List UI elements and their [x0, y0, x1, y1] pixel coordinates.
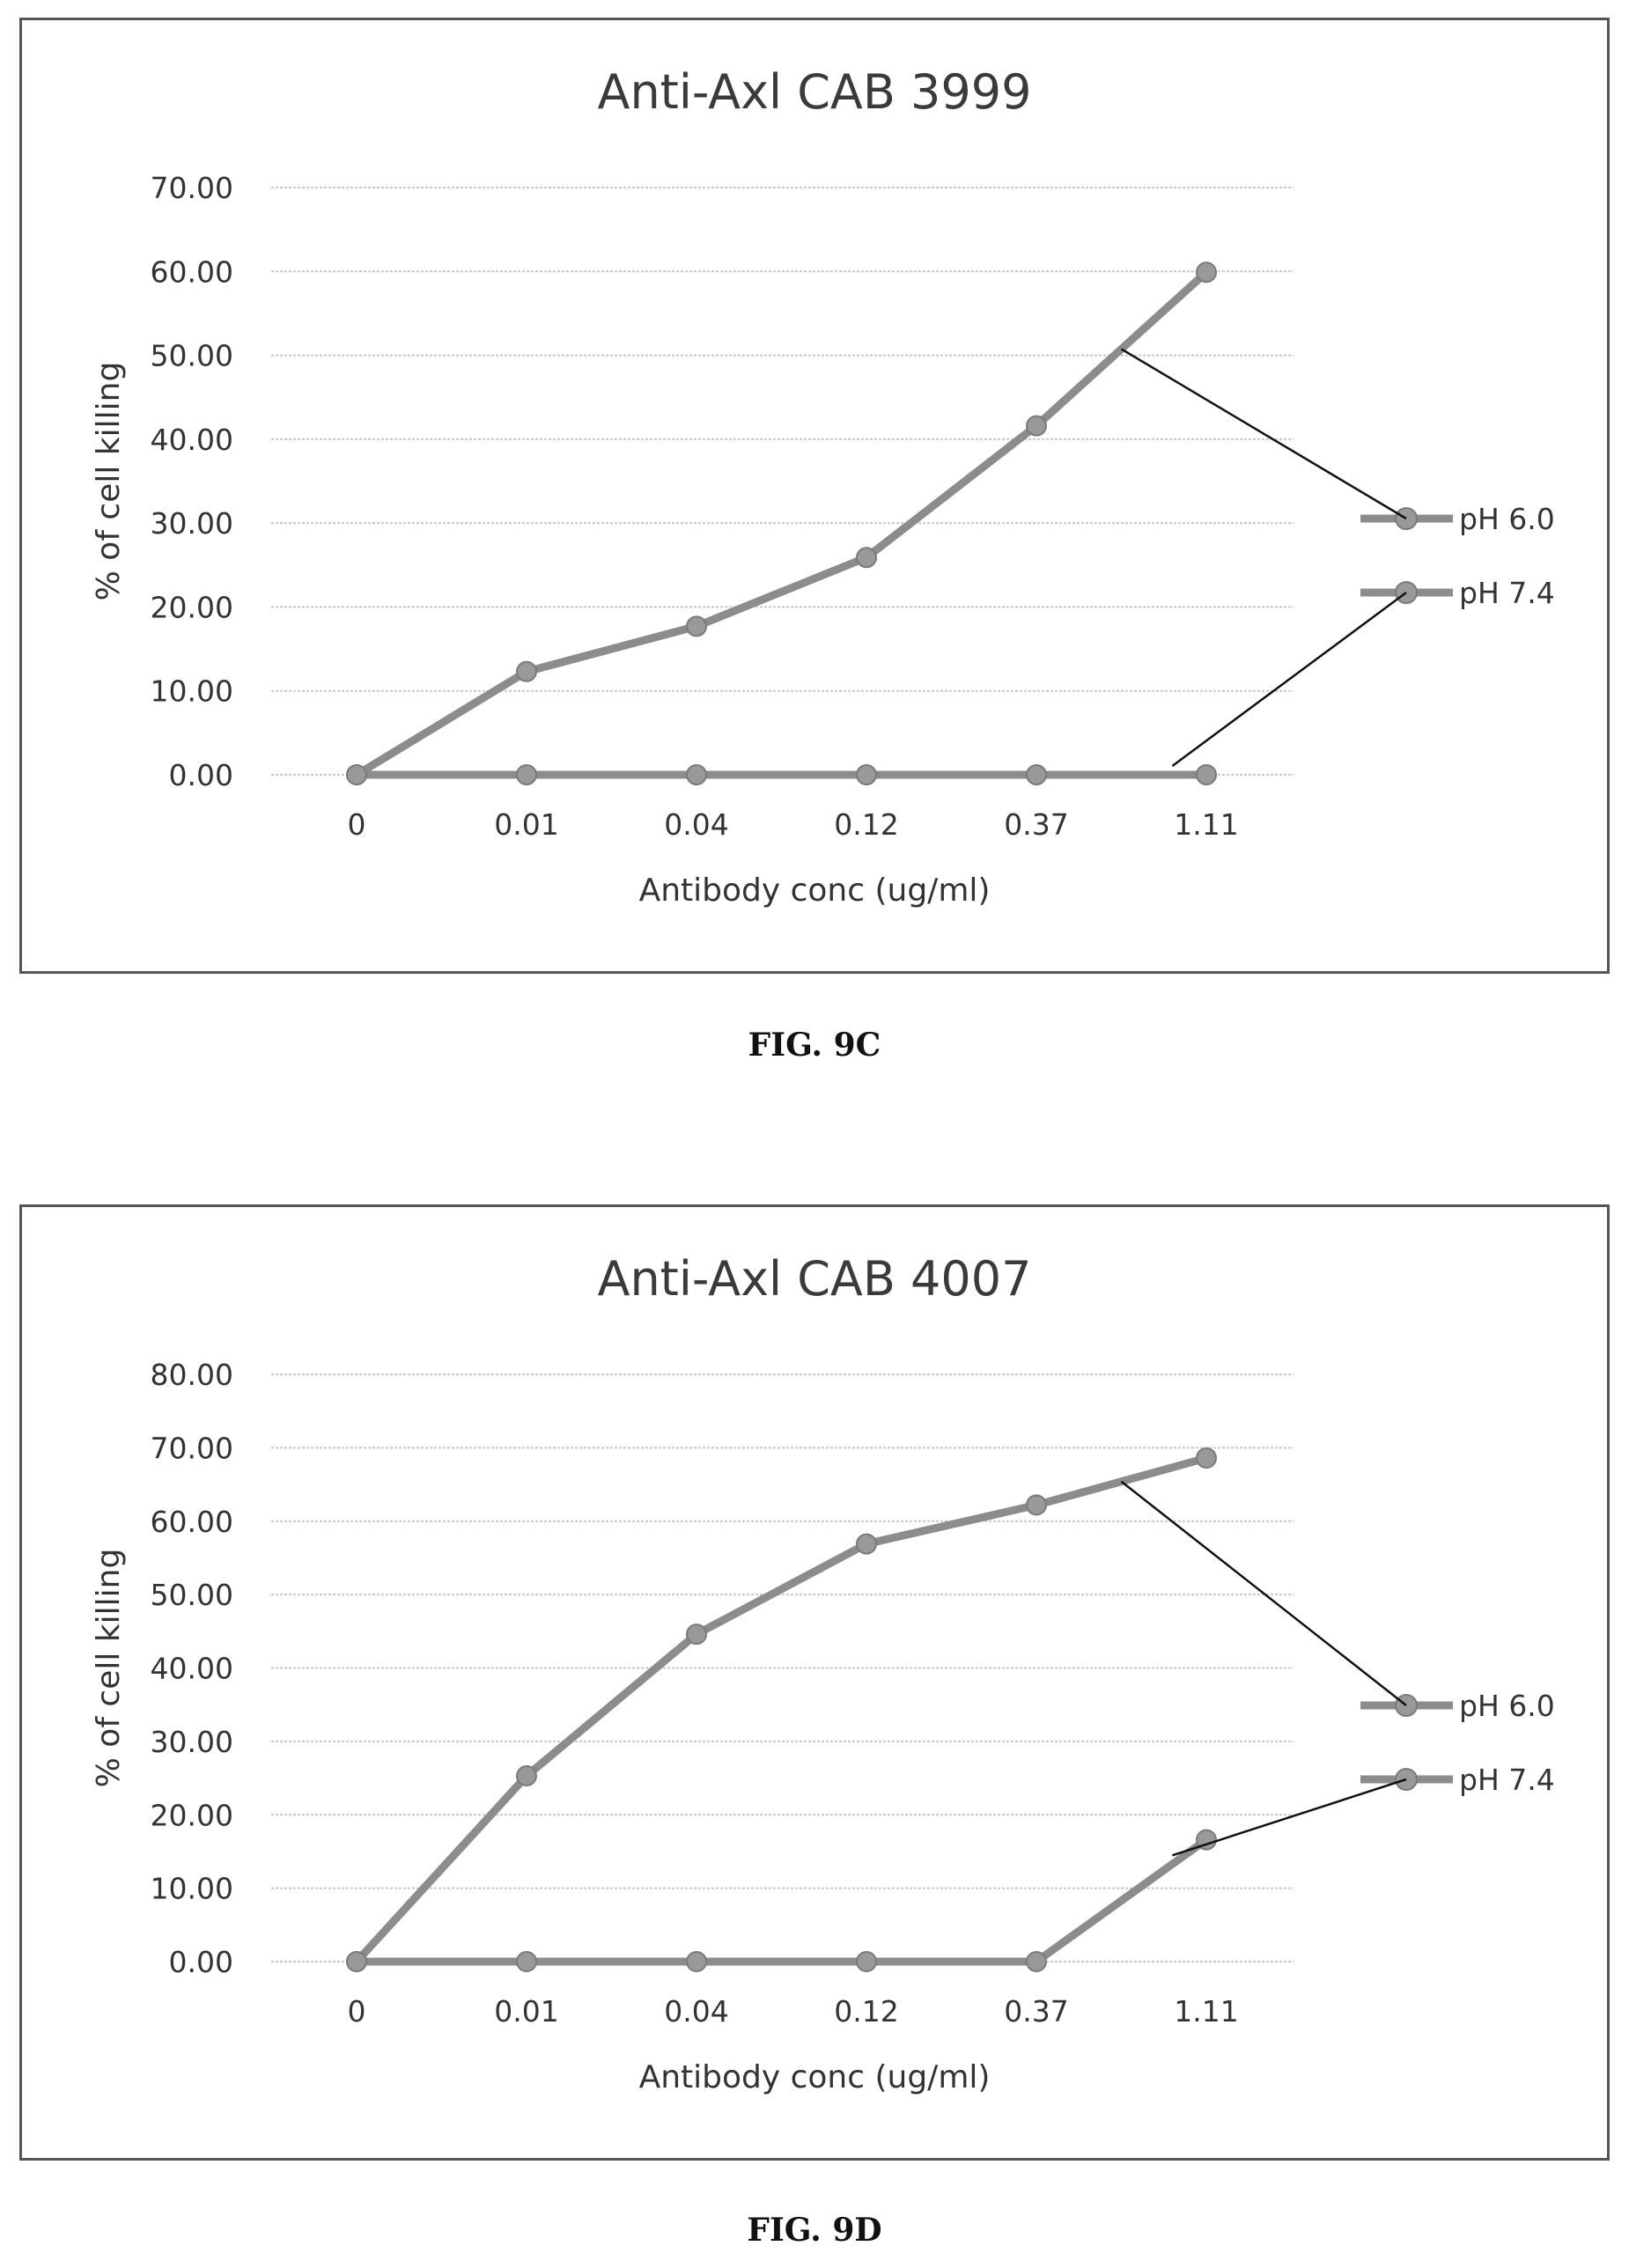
data-point	[856, 1951, 877, 1972]
data-point	[1196, 1829, 1217, 1851]
legend-label: pH 7.4	[1459, 1763, 1555, 1797]
data-point	[516, 660, 537, 682]
chart-panel-9c: Anti-Axl CAB 3999 0.00 10.00 20.00 30.00 40.0…	[19, 18, 1610, 974]
x-tick-label: 0	[348, 807, 366, 842]
y-tick-label: 0.00	[169, 1945, 233, 1979]
legend-leader-line	[1120, 348, 1407, 520]
y-tick-label: 20.00	[151, 590, 233, 624]
data-point	[1196, 261, 1217, 284]
x-tick-label: 0.37	[1004, 1994, 1068, 2029]
x-axis-label: Antibody conc (ug/ml)	[639, 873, 991, 909]
series-line-1	[352, 268, 1211, 779]
legend-label: pH 6.0	[1459, 502, 1555, 536]
legend-leader-line	[1171, 591, 1407, 768]
data-point	[346, 1951, 367, 1972]
x-tick-label: 0	[348, 1994, 366, 2029]
data-point	[346, 764, 367, 785]
x-axis-label: Antibody conc (ug/ml)	[639, 2059, 991, 2095]
y-tick-label: 10.00	[151, 674, 233, 709]
y-axis-label: % of cell killing	[91, 362, 127, 601]
x-tick-label: 0.01	[494, 1994, 558, 2029]
data-point	[856, 1533, 877, 1555]
data-point	[1196, 1447, 1217, 1469]
legend-label: pH 7.4	[1459, 576, 1555, 610]
y-tick-label: 10.00	[151, 1872, 233, 1906]
y-tick-label: 60.00	[151, 1505, 233, 1539]
y-tick-label: 40.00	[151, 423, 233, 457]
data-point	[856, 764, 877, 785]
y-tick-label: 20.00	[151, 1798, 233, 1832]
y-tick-label: 30.00	[151, 506, 233, 541]
x-tick-label: 1.11	[1174, 807, 1238, 842]
chart-panel-9d: Anti-Axl CAB 4007 0.00 10.00 20.00 30.00 40.0…	[19, 1204, 1610, 2161]
chart-9c: Anti-Axl CAB 3999 0.00 10.00 20.00 30.00 40.0…	[91, 64, 1555, 909]
x-tick-label: 0.37	[1004, 807, 1068, 842]
x-tick-label: 1.11	[1174, 1994, 1238, 2029]
y-tick-label: 30.00	[151, 1725, 233, 1759]
data-point	[686, 1624, 707, 1646]
data-point	[1196, 764, 1217, 785]
y-tick-label: 50.00	[151, 339, 233, 373]
data-point	[1026, 1951, 1047, 1972]
x-tick-label: 0.04	[664, 1994, 728, 2029]
chart-title: Anti-Axl CAB 3999	[598, 64, 1032, 120]
data-point	[1026, 764, 1047, 785]
data-point	[856, 547, 877, 569]
chart-9d: Anti-Axl CAB 4007 0.00 10.00 20.00 30.00 40.0…	[91, 1251, 1555, 2095]
legend-leader-line	[1172, 1778, 1407, 1857]
y-tick-label: 70.00	[151, 1431, 233, 1465]
y-tick-label: 70.00	[151, 171, 233, 205]
x-tick-label: 0.12	[834, 1994, 898, 2029]
data-point	[516, 764, 537, 785]
y-tick-label: 80.00	[151, 1358, 233, 1392]
y-tick-label: 60.00	[151, 254, 233, 289]
x-tick-label: 0.01	[494, 807, 558, 842]
data-point	[1026, 415, 1047, 437]
figure-caption-9c: FIG. 9C	[748, 1027, 881, 1064]
y-tick-label: 40.00	[151, 1652, 233, 1686]
chart-title: Anti-Axl CAB 4007	[598, 1251, 1032, 1307]
y-tick-label: 50.00	[151, 1578, 233, 1612]
legend-label: pH 6.0	[1459, 1689, 1555, 1723]
data-point	[686, 615, 707, 637]
x-tick-label: 0.04	[664, 807, 728, 842]
y-axis-label: % of cell killing	[91, 1549, 127, 1788]
figure-caption-9d: FIG. 9D	[747, 2212, 882, 2249]
data-point	[1026, 1494, 1047, 1516]
series-line-1	[352, 1454, 1211, 1966]
series-line-2	[352, 1836, 1211, 1966]
data-point	[516, 1765, 537, 1787]
data-point	[686, 764, 707, 785]
x-tick-label: 0.12	[834, 807, 898, 842]
data-point	[516, 1951, 537, 1972]
y-tick-label: 0.00	[169, 758, 233, 792]
legend-leader-line	[1120, 1480, 1407, 1706]
data-point	[686, 1951, 707, 1972]
